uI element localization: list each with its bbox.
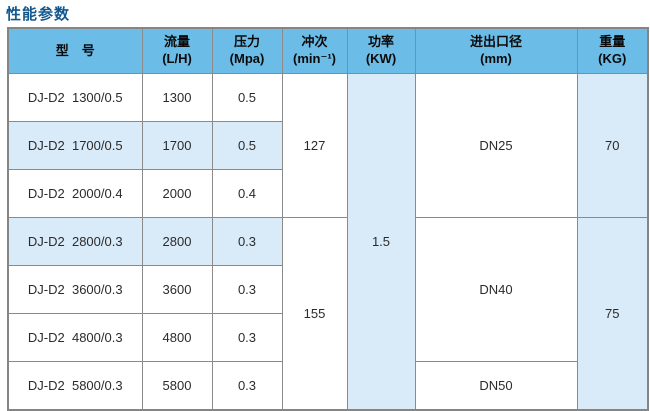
header-row: 型 号 流量 (L/H) 压力 (Mpa) 冲次 (min⁻¹) 功率 (KW)… (7, 27, 649, 74)
strokes-merged-cell: 155 (281, 217, 348, 411)
pressure-cell: 0.3 (211, 313, 283, 362)
table-row: DJ-D2 3600/0.3 3600 0.3 (7, 265, 648, 314)
table-body: DJ-D2 1300/0.5 1300 0.5 127 1.5 DN25 70 … (7, 73, 649, 411)
col-header-strokes: 冲次 (min⁻¹) (281, 27, 348, 74)
weight-merged-cell: 75 (576, 217, 649, 411)
table-row: DJ-D2 4800/0.3 4800 0.3 (7, 313, 648, 362)
page-title: 性能参数 (6, 6, 71, 23)
col-header-flow: 流量 (L/H) (141, 27, 213, 74)
performance-parameters-table: 型 号 流量 (L/H) 压力 (Mpa) 冲次 (min⁻¹) 功率 (KW)… (7, 27, 649, 411)
table-row: DJ-D2 1700/0.5 1700 0.5 (7, 121, 648, 170)
table-row: DJ-D2 5800/0.3 5800 0.3 DN50 (7, 361, 648, 411)
flow-cell: 2800 (141, 217, 213, 266)
col-header-model: 型 号 (7, 27, 143, 74)
weight-merged-cell: 70 (576, 73, 649, 218)
col-header-pressure: 压力 (Mpa) (211, 27, 283, 74)
flow-cell: 1700 (141, 121, 213, 170)
port-merged-cell: DN40 (414, 217, 578, 362)
table-row: DJ-D2 2800/0.3 2800 0.3 155 DN40 75 (7, 217, 649, 411)
pressure-cell: 0.5 (211, 73, 283, 122)
table-header: 型 号 流量 (L/H) 压力 (Mpa) 冲次 (min⁻¹) 功率 (KW)… (7, 27, 649, 74)
model-cell: DJ-D2 1300/0.5 (7, 73, 143, 122)
model-cell: DJ-D2 2800/0.3 (7, 217, 143, 266)
flow-cell: 3600 (141, 265, 213, 314)
port-merged-cell: DN50 (414, 361, 578, 411)
pressure-cell: 0.3 (211, 217, 283, 266)
strokes-merged-cell: 127 (281, 73, 348, 218)
model-cell: DJ-D2 5800/0.3 (7, 361, 143, 411)
table-row: DJ-D2 1300/0.5 1300 0.5 127 1.5 DN25 70 (7, 73, 649, 411)
model-cell: DJ-D2 3600/0.3 (7, 265, 143, 314)
pressure-cell: 0.3 (211, 361, 283, 411)
table-row: DJ-D2 2000/0.4 2000 0.4 (7, 169, 648, 218)
model-cell: DJ-D2 2000/0.4 (7, 169, 143, 218)
col-header-weight: 重量 (KG) (576, 27, 649, 74)
flow-cell: 4800 (141, 313, 213, 362)
col-header-power: 功率 (KW) (346, 27, 416, 74)
flow-cell: 2000 (141, 169, 213, 218)
power-merged-cell: 1.5 (346, 73, 416, 411)
pressure-cell: 0.5 (211, 121, 283, 170)
pressure-cell: 0.3 (211, 265, 283, 314)
flow-cell: 1300 (141, 73, 213, 122)
model-cell: DJ-D2 4800/0.3 (7, 313, 143, 362)
pressure-cell: 0.4 (211, 169, 283, 218)
col-header-port: 进出口径 (mm) (414, 27, 578, 74)
model-cell: DJ-D2 1700/0.5 (7, 121, 143, 170)
flow-cell: 5800 (141, 361, 213, 411)
port-merged-cell: DN25 (414, 73, 578, 218)
